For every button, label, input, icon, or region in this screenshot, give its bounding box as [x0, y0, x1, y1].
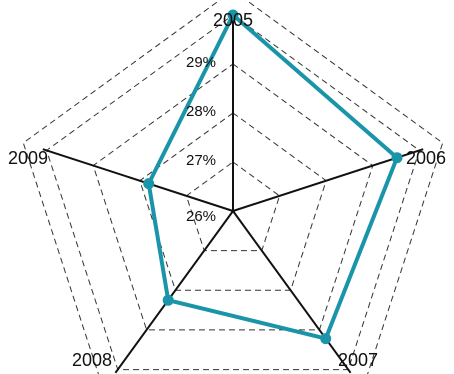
- axis-line-2007: [232, 210, 352, 374]
- axis-label-2005: 2005: [213, 10, 253, 30]
- data-point-2009: [143, 178, 155, 190]
- axis-label-2009: 2009: [8, 148, 48, 168]
- tick-label-27: 27%: [186, 152, 216, 169]
- tick-label-29: 29%: [186, 54, 216, 71]
- grid-ring-3: [46, 14, 420, 371]
- tick-labels: 29% 28% 27% 26%: [186, 54, 216, 225]
- axis-label-2006: 2006: [406, 148, 446, 168]
- grid-ring-2: [92, 63, 374, 331]
- axis-line-2006: [232, 148, 424, 212]
- series-layer: [143, 9, 403, 345]
- axis-line-2009: [42, 148, 234, 212]
- data-point-2006: [391, 152, 403, 164]
- axis-label-2008: 2008: [72, 350, 112, 370]
- axis-label-2007: 2007: [338, 350, 378, 370]
- series-line-0: [146, 13, 399, 341]
- grid-ring-4: [22, 0, 444, 374]
- category-labels: 2005 2006 2007 2008 2009: [8, 10, 446, 370]
- data-point-2005: [227, 9, 239, 21]
- tick-label-26: 26%: [186, 208, 216, 225]
- data-point-2007: [320, 333, 332, 345]
- data-point-2008: [162, 294, 174, 306]
- axis-line-2008: [114, 210, 234, 374]
- radar-axes: [42, 11, 424, 374]
- grid-ring-0: [185, 161, 281, 252]
- tick-label-28: 28%: [186, 103, 216, 120]
